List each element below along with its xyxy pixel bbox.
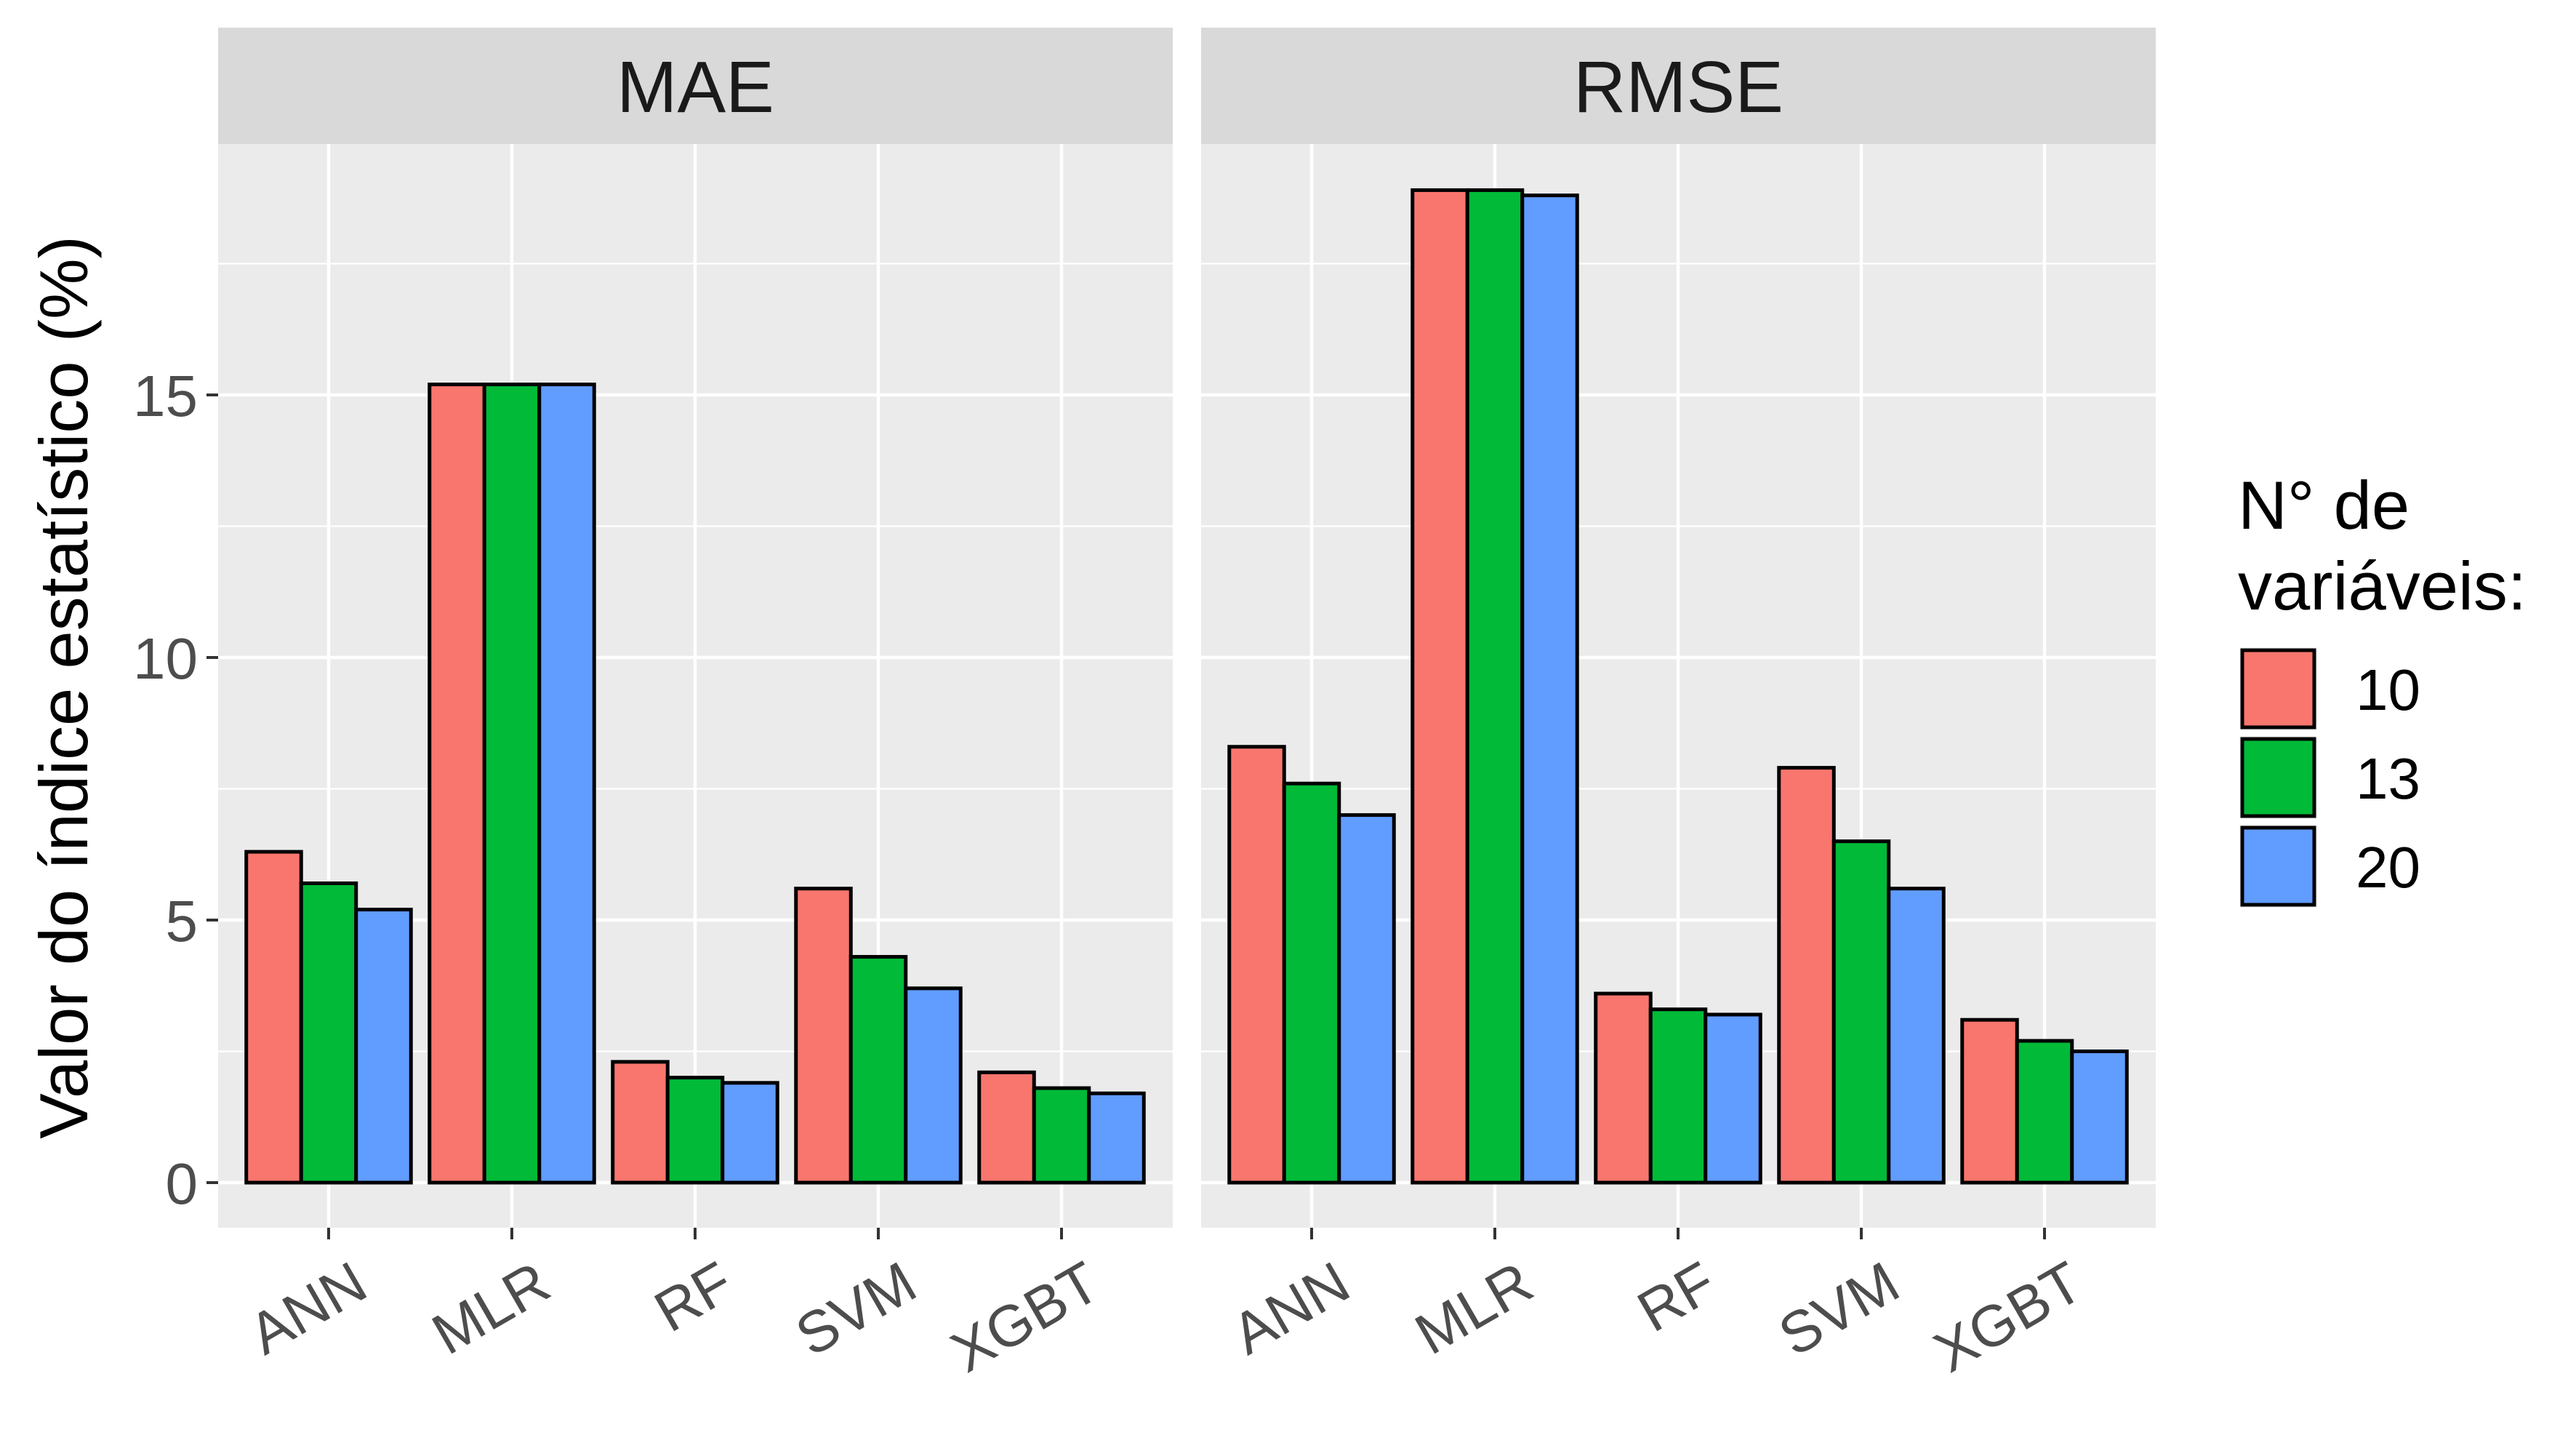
bar-mae-mlr-10: [428, 383, 486, 1185]
legend-title-line-1: N° de: [2238, 467, 2410, 543]
facet-strip-label: MAE: [617, 47, 774, 128]
bar-mae-mlr-20: [537, 383, 596, 1185]
legend-swatch-10: [2240, 648, 2316, 730]
bar-mae-ann-10: [244, 850, 303, 1185]
bar-rmse-svm-10: [1777, 766, 1836, 1185]
bar-mae-xgbt-10: [977, 1070, 1036, 1185]
bar-rmse-svm-13: [1831, 839, 1891, 1185]
bar-mae-rf-10: [611, 1060, 670, 1185]
legend-items: 10 13 20: [2239, 647, 2420, 908]
bar-rmse-xgbt-10: [1960, 1018, 2019, 1185]
legend-label-10: 10: [2356, 657, 2420, 722]
y-tick-label: 0: [166, 1151, 198, 1216]
facet-strip: [1201, 28, 2156, 144]
bar-mae-svm-10: [794, 887, 853, 1185]
bar-mae-xgbt-13: [1032, 1086, 1091, 1185]
bar-rmse-mlr-10: [1411, 188, 1469, 1185]
bar-rmse-ann-10: [1227, 745, 1286, 1185]
legend-label-20: 20: [2356, 835, 2420, 900]
legend: N° de variáveis: 10 13 20: [2238, 467, 2527, 908]
legend-label-13: 13: [2356, 746, 2420, 811]
facet-strip: [218, 28, 1173, 144]
bar-mae-rf-20: [721, 1081, 779, 1185]
bar-rmse-svm-20: [1887, 887, 1946, 1185]
legend-swatch-20: [2240, 826, 2316, 907]
bar-rmse-xgbt-13: [2015, 1039, 2074, 1185]
bar-rmse-rf-20: [1704, 1012, 1762, 1185]
bar-rmse-ann-13: [1282, 781, 1341, 1185]
bar-mae-svm-20: [904, 986, 963, 1185]
legend-swatch-13: [2240, 737, 2316, 818]
y-tick-label: 10: [133, 626, 198, 691]
bar-rmse-rf-13: [1648, 1007, 1708, 1185]
bar-rmse-xgbt-20: [2070, 1050, 2129, 1185]
y-tick-label: 15: [133, 364, 198, 428]
y-tick-label: 5: [166, 889, 198, 954]
facet-strip-label: RMSE: [1573, 47, 1783, 128]
bar-rmse-mlr-13: [1465, 188, 1525, 1185]
bar-mae-rf-13: [665, 1076, 725, 1185]
bar-mae-ann-20: [354, 908, 413, 1185]
y-axis-title: Valor do índice estatístico (%): [25, 236, 102, 1139]
bar-rmse-mlr-20: [1520, 193, 1579, 1185]
bar-mae-mlr-13: [482, 383, 542, 1185]
bar-mae-xgbt-20: [1087, 1091, 1146, 1185]
y-axis-ticks: 0 5 10 15: [133, 364, 218, 1216]
bar-rmse-ann-20: [1337, 813, 1396, 1185]
bar-mae-ann-13: [299, 881, 358, 1185]
legend-title-line-2: variáveis:: [2238, 548, 2527, 624]
bar-mae-svm-13: [848, 955, 908, 1185]
bar-rmse-rf-10: [1594, 991, 1653, 1185]
